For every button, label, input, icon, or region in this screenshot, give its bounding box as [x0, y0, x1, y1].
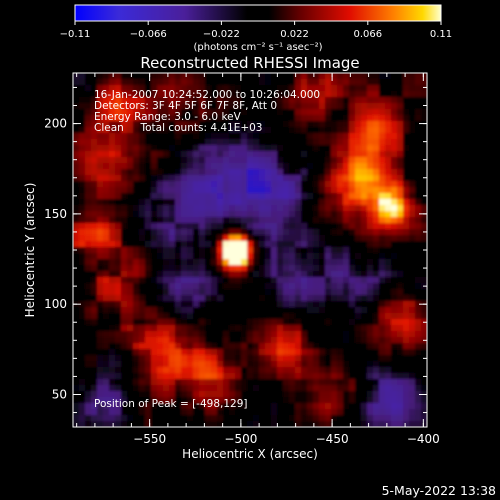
colorbar	[74, 4, 442, 22]
x-axis-label: Heliocentric X (arcsec)	[182, 447, 318, 461]
colorbar-tick-label: −0.066	[130, 29, 167, 40]
y-tick-label: 100	[44, 297, 67, 311]
x-tick-label: −500	[224, 432, 257, 446]
solar-image	[73, 73, 427, 427]
info-block: 16-Jan-2007 10:24:52.000 to 10:26:04.000…	[94, 89, 320, 134]
y-tick-label: 200	[44, 117, 67, 131]
axis-ticks: −550 −500 −450 −400 50 100 150 200	[44, 73, 440, 446]
info-line-detectors: Detectors: 3F 4F 5F 6F 7F 8F, Att 0	[94, 100, 277, 112]
colorbar-tick-label: −0.022	[203, 29, 240, 40]
peak-position-text: Position of Peak = [-498,129]	[94, 398, 248, 410]
x-tick-label: −400	[407, 432, 440, 446]
y-axis-label: Heliocentric Y (arcsec)	[23, 183, 37, 318]
y-tick-label: 50	[52, 387, 67, 401]
y-tick-label: 150	[44, 207, 67, 221]
footer-date: 5-May-2022 13:38	[382, 483, 496, 498]
info-line-energy: Energy Range: 3.0 - 6.0 keV	[94, 111, 242, 123]
colorbar-tick-label: 0.022	[280, 29, 309, 40]
x-tick-label: −550	[133, 432, 166, 446]
info-line-clean: Clean Total counts: 4.41E+03	[94, 122, 263, 134]
colorbar-tick-label: −0.11	[60, 29, 91, 40]
colorbar-ticks: −0.11 −0.066 −0.022 0.022 0.066 0.11	[60, 21, 452, 40]
colorbar-tick-label: 0.11	[430, 29, 452, 40]
colorbar-tick-label: 0.066	[353, 29, 382, 40]
plot-title: Reconstructed RHESSI Image	[140, 54, 359, 72]
colorbar-unit-label: (photons cm⁻² s⁻¹ asec⁻²)	[193, 42, 322, 53]
info-line-time: 16-Jan-2007 10:24:52.000 to 10:26:04.000	[94, 89, 320, 101]
x-tick-label: −450	[316, 432, 349, 446]
